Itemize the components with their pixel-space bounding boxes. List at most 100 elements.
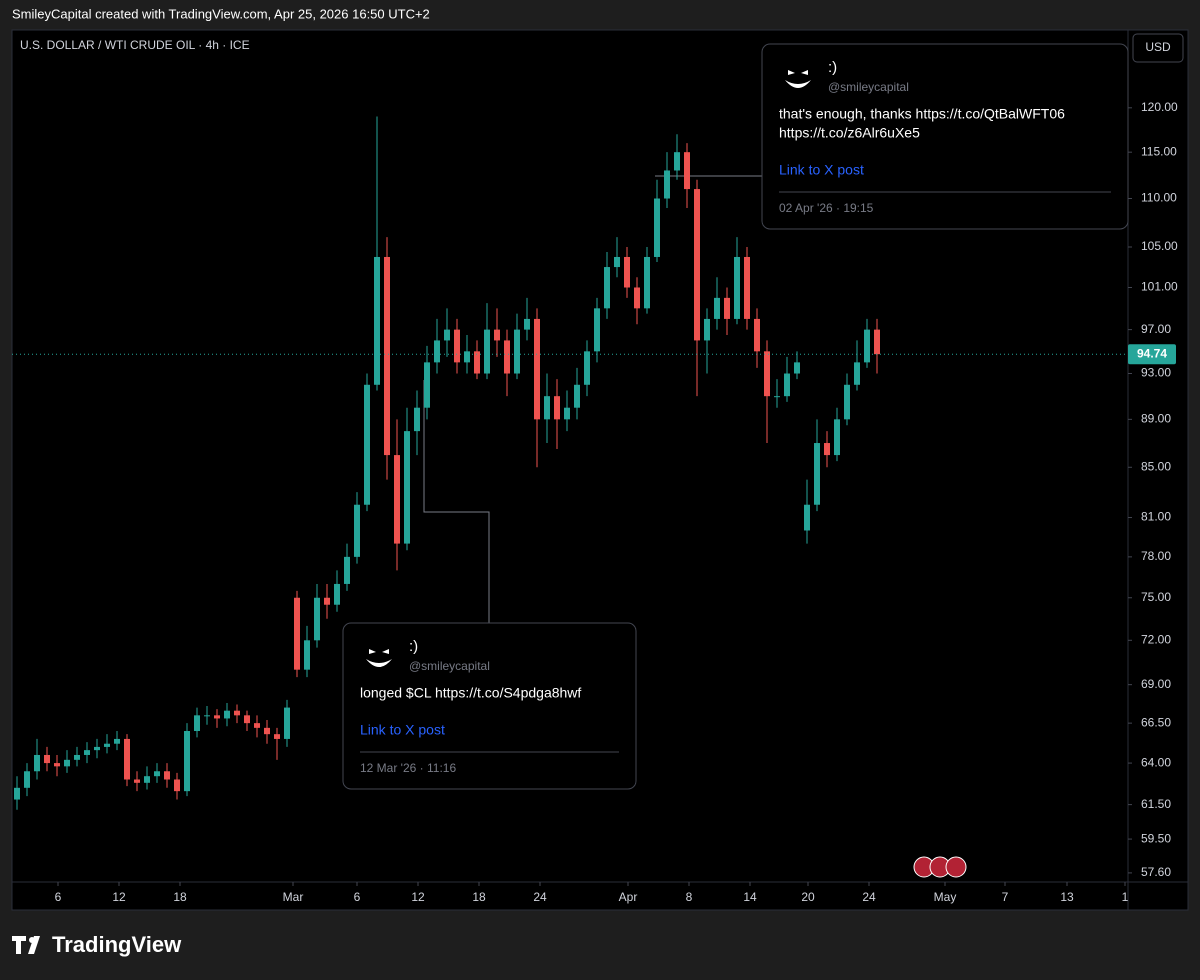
candle-body [494, 329, 500, 341]
y-tick-label: 105.00 [1141, 239, 1178, 253]
candle-body [724, 297, 730, 319]
candle-body [204, 715, 210, 717]
currency-button[interactable] [1132, 33, 1184, 63]
candle-body [644, 256, 650, 309]
candle-body [804, 504, 810, 531]
x-tick-label: 18 [173, 890, 187, 904]
candle-body [624, 256, 630, 288]
candle-body [504, 340, 510, 374]
x-tick-label: Mar [283, 890, 304, 904]
candle-body [184, 731, 190, 792]
x-tick-label: 6 [354, 890, 361, 904]
candle-body [664, 170, 670, 199]
candle-body [874, 329, 880, 355]
candle-body [214, 715, 220, 719]
last-price-label: 94.74 [1137, 346, 1167, 360]
candle-body [244, 715, 250, 724]
candle-body [414, 407, 420, 432]
currency-label[interactable]: USD [1145, 40, 1171, 54]
candle-body [294, 597, 300, 670]
candle-body [264, 727, 270, 735]
candle-body [134, 779, 140, 783]
tweet-date: 12 Mar '26 · 11:16 [360, 761, 456, 775]
author-handle: @smileycapital [409, 659, 490, 673]
connector [423, 380, 490, 623]
candle-body [484, 329, 490, 374]
attribution: SmileyCapital created with TradingView.c… [12, 6, 430, 21]
candle-body [454, 329, 460, 363]
candle-body [774, 396, 780, 398]
candle-body [694, 189, 700, 341]
candle-body [274, 734, 280, 739]
tweet-text: longed $CL https://t.co/S4pdga8hwf [360, 685, 581, 701]
candle-body [584, 351, 590, 385]
candle-body [684, 152, 690, 190]
candle-body [24, 771, 30, 788]
candles [14, 116, 880, 810]
y-tick-label: 61.50 [1141, 797, 1171, 811]
x-tick-label: 20 [801, 890, 815, 904]
candle-body [554, 396, 560, 420]
candle-body [864, 329, 870, 363]
tradingview-logo [12, 936, 40, 954]
candle-body [164, 771, 170, 780]
y-tick-label: 97.00 [1141, 322, 1171, 336]
avatar [778, 58, 818, 98]
candle-body [534, 318, 540, 420]
y-tick-label: 78.00 [1141, 549, 1171, 563]
card-frame [342, 622, 637, 790]
candle-body [34, 754, 40, 772]
candle-body [744, 256, 750, 319]
x-tick-label: 7 [1002, 890, 1009, 904]
candle-body [464, 351, 470, 363]
candle-body [154, 771, 160, 777]
avatar-face [785, 70, 811, 88]
candle-body [304, 640, 310, 670]
y-tick-label: 93.00 [1141, 366, 1171, 380]
candle-body [94, 746, 100, 751]
candle-body [124, 738, 130, 780]
candle-body [84, 750, 90, 755]
tweet-text: that's enough, thanks https://t.co/QtBal… [779, 106, 1065, 122]
candle-body [814, 443, 820, 505]
author-name: :) [828, 59, 837, 76]
x-tick-label: May [934, 890, 957, 904]
tweet-card: :) @smileycapital longed $CL https://t.co/… [342, 622, 637, 790]
candle-body [404, 431, 410, 544]
tweet-card: :) @smileycapital that's enough, thanks ht… [761, 43, 1129, 230]
tweet-link[interactable]: Link to X post [779, 162, 864, 178]
y-tick-label: 75.00 [1141, 590, 1171, 604]
candle-body [704, 318, 710, 341]
candle-body [394, 455, 400, 544]
x-tick-label: 8 [686, 890, 693, 904]
candle-body [104, 743, 110, 747]
candle-body [604, 267, 610, 309]
x-tick-label: 12 [112, 890, 126, 904]
candle-body [384, 256, 390, 456]
candle-body [544, 396, 550, 420]
candle-body [614, 256, 620, 268]
avatar [359, 637, 399, 677]
candle-body [54, 763, 60, 767]
last-price-box [1128, 344, 1176, 365]
tweet-date: 02 Apr '26 · 19:15 [779, 201, 874, 215]
candle-body [344, 556, 350, 584]
candle-body [224, 710, 230, 719]
y-tick-label: 115.00 [1141, 144, 1177, 158]
x-tick-label: 12 [411, 890, 425, 904]
candle-body [564, 407, 570, 420]
x-tick-label: 13 [1060, 890, 1074, 904]
y-tick-label: 57.60 [1141, 865, 1171, 879]
candle-body [114, 738, 120, 744]
tweet-link[interactable]: Link to X post [360, 722, 445, 738]
x-tick-label: 24 [862, 890, 876, 904]
candle-body [754, 318, 760, 352]
x-tick-label: 6 [55, 890, 62, 904]
y-tick-label: 69.00 [1141, 677, 1171, 691]
y-tick-label: 64.00 [1141, 755, 1171, 769]
candle-body [794, 362, 800, 374]
candle-body [824, 443, 830, 456]
candle-body [674, 152, 680, 171]
symbol-info: U.S. DOLLAR / WTI CRUDE OIL · 4h · ICE [20, 38, 250, 52]
